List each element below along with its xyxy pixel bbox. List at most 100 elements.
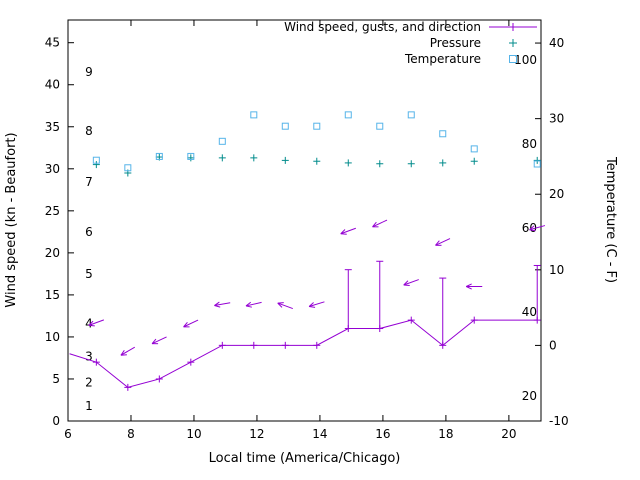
x-tick-label: 18 — [438, 427, 453, 441]
wind-direction-arrow — [403, 279, 419, 286]
y-left-tick-label: 30 — [45, 162, 60, 176]
beaufort-label: 3 — [85, 349, 93, 363]
wind-direction-arrowhead — [214, 301, 220, 306]
temperature-point — [187, 152, 195, 160]
y-axis-title-left: Wind speed (kn - Beaufort) — [4, 132, 19, 307]
y-left-tick-label: 40 — [45, 78, 60, 92]
temperature-point — [155, 152, 163, 160]
wind-direction-arrowhead — [309, 305, 316, 308]
beaufort-label: 1 — [85, 399, 93, 413]
wind-direction-arrowhead — [308, 302, 314, 307]
y-right-tick-label: 30 — [549, 112, 564, 126]
temperature-point — [124, 164, 132, 172]
y-left-tick-label: 45 — [45, 36, 60, 50]
beaufort-label: 9 — [85, 65, 93, 79]
fahrenheit-label: 40 — [522, 305, 537, 319]
wind-direction-arrowhead — [214, 305, 221, 308]
y-left-tick-label: 25 — [45, 204, 60, 218]
y-left-tick-label: 15 — [45, 288, 60, 302]
wind-direction-arrowhead — [151, 338, 157, 344]
temperature-point — [470, 145, 478, 153]
temperature-point — [407, 111, 415, 119]
legend-label-wind: Wind speed, gusts, and direction — [284, 20, 481, 34]
beaufort-label: 7 — [85, 175, 93, 189]
beaufort-label: 8 — [85, 124, 93, 138]
wind-direction-arrow — [88, 319, 105, 326]
beaufort-label: 4 — [85, 316, 93, 330]
wind-direction-arrowhead — [183, 321, 188, 328]
y-right-tick-label: -10 — [549, 414, 569, 428]
wind-direction-arrowhead — [245, 305, 252, 308]
wind-direction-arrowhead — [245, 301, 252, 307]
y-right-tick-label: 0 — [549, 338, 557, 352]
wind-direction-arrow — [183, 319, 199, 328]
temperature-point — [344, 111, 352, 119]
wind-direction-arrowhead — [403, 280, 409, 286]
temperature-point — [218, 137, 226, 145]
temperature-point — [281, 122, 289, 130]
temperature-point — [250, 111, 258, 119]
wind-direction-arrow — [308, 301, 325, 307]
wind-direction-arrow — [529, 225, 546, 231]
wind-direction-arrowhead — [435, 240, 440, 246]
y-left-tick-label: 0 — [52, 414, 60, 428]
beaufort-label: 6 — [85, 225, 93, 239]
wind-direction-arrowhead — [529, 229, 536, 232]
x-axis-title: Local time (America/Chicago) — [209, 451, 401, 466]
y-right-tick-label: 40 — [549, 36, 564, 50]
beaufort-label: 5 — [85, 267, 93, 281]
wind-direction-arrow — [435, 238, 451, 246]
y-axis-title-right: Temperature (C - F) — [603, 156, 618, 283]
wind-direction-arrow — [245, 301, 262, 307]
legend-label-temperature: Temperature — [404, 52, 481, 66]
x-tick-label: 6 — [64, 427, 72, 441]
wind-direction-arrow — [151, 336, 167, 345]
wind-direction-arrow — [214, 302, 231, 307]
wind-direction-arrowhead — [529, 225, 535, 231]
legend-sample-marker — [509, 55, 517, 63]
wind-direction-arrowhead — [466, 283, 472, 287]
fahrenheit-label: 100 — [514, 53, 537, 67]
wind-direction-arrow — [372, 219, 388, 228]
wind-direction-arrowhead — [466, 286, 472, 290]
y-left-tick-label: 5 — [52, 372, 60, 386]
wind-direction-arrowhead — [372, 221, 377, 228]
fahrenheit-label: 80 — [522, 137, 537, 151]
wind-direction-arrowhead — [277, 302, 284, 304]
y-left-tick-label: 10 — [45, 330, 60, 344]
y-right-tick-label: 10 — [549, 263, 564, 277]
y-left-tick-label: 20 — [45, 246, 60, 260]
temperature-point — [92, 156, 100, 164]
x-tick-label: 20 — [501, 427, 516, 441]
temperature-point — [376, 122, 384, 130]
wind-direction-arrowhead — [120, 350, 125, 356]
x-tick-label: 12 — [249, 427, 264, 441]
beaufort-label: 2 — [85, 375, 93, 389]
y-right-tick-label: 20 — [549, 187, 564, 201]
wind-direction-arrowhead — [88, 324, 95, 327]
x-tick-label: 8 — [127, 427, 135, 441]
wind-direction-arrowhead — [403, 284, 410, 287]
fahrenheit-label: 20 — [522, 389, 537, 403]
x-tick-label: 14 — [312, 427, 327, 441]
wind-direction-arrow — [277, 302, 293, 310]
temperature-point — [533, 160, 541, 168]
fahrenheit-label: 60 — [522, 221, 537, 235]
wind-direction-arrowhead — [88, 320, 94, 326]
wind-direction-arrowhead — [340, 229, 346, 235]
wind-direction-arrowhead — [277, 302, 283, 308]
wind-direction-arrow — [340, 227, 356, 235]
legend-label-pressure: Pressure — [430, 36, 481, 50]
temperature-point — [313, 122, 321, 130]
plot-border — [67, 19, 542, 422]
x-tick-label: 16 — [375, 427, 390, 441]
wind-direction-arrowhead — [120, 354, 127, 356]
x-tick-label: 10 — [186, 427, 201, 441]
temperature-point — [439, 130, 447, 138]
wind-direction-arrow — [120, 346, 136, 356]
y-left-tick-label: 35 — [45, 120, 60, 134]
wind-direction-arrowhead — [340, 233, 347, 235]
